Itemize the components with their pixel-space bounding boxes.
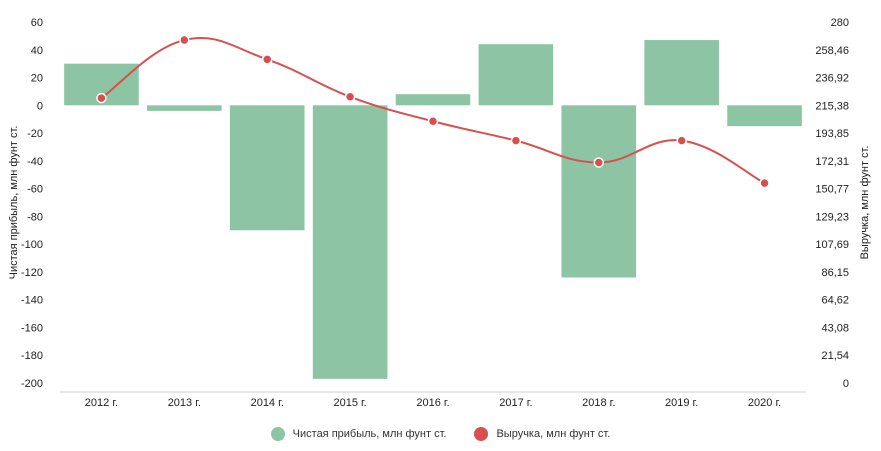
- right-tick-label: 64,62: [821, 295, 849, 307]
- left-tick-label: 20: [31, 73, 43, 85]
- revenue-point: [344, 91, 356, 103]
- right-tick-label: 193,85: [815, 128, 849, 140]
- right-tick-label: 86,15: [821, 267, 849, 279]
- x-tick-label: 2020 г.: [748, 397, 781, 409]
- left-tick-label: 60: [31, 17, 43, 29]
- legend: Чистая прибыль, млн фунт ст. Выручка, мл…: [0, 427, 881, 441]
- right-tick-label: 21,54: [821, 350, 849, 362]
- left-tick-label: -40: [27, 156, 43, 168]
- left-axis-title: Чистая прибыль, млн фунт ст.: [8, 126, 20, 280]
- profit-bar: [147, 105, 222, 111]
- revenue-point: [510, 135, 522, 146]
- left-tick-label: 0: [37, 100, 43, 112]
- left-tick-label: -120: [21, 267, 43, 279]
- revenue-point: [179, 34, 190, 46]
- revenue-point: [96, 92, 107, 104]
- right-tick-label: 172,31: [815, 156, 849, 168]
- right-axis-ticks: 280 258,46 236,92 215,38 193,85 172,31 150,77 1…: [815, 17, 849, 390]
- right-tick-label: 258,46: [815, 45, 849, 57]
- left-tick-label: -80: [27, 211, 43, 223]
- legend-swatch-profit: [270, 427, 285, 441]
- right-tick-label: 215,38: [815, 100, 849, 112]
- right-tick-label: 236,92: [815, 73, 849, 85]
- left-axis-ticks: 60 40 20 0 -20 -40 -60 -80 -100 -120 -140 -160 -180 -…: [21, 17, 43, 390]
- revenue-point: [427, 116, 439, 127]
- x-tick-label: 2018 г.: [582, 397, 615, 409]
- profit-bar: [644, 40, 719, 106]
- revenue-point: [676, 135, 687, 146]
- x-tick-label: 2013 г.: [168, 397, 201, 409]
- profit-bar: [561, 105, 637, 278]
- left-tick-label: -200: [21, 378, 43, 390]
- left-tick-label: -160: [21, 322, 43, 334]
- right-tick-label: 0: [843, 378, 849, 390]
- x-tick-label: 2016 г.: [416, 397, 449, 409]
- profit-bar: [229, 105, 305, 231]
- profit-bars: [64, 40, 802, 379]
- right-tick-label: 107,69: [815, 239, 849, 251]
- left-tick-label: 40: [31, 45, 43, 57]
- revenue-point: [261, 54, 273, 65]
- left-tick-label: -180: [21, 350, 43, 362]
- x-axis-ticks: 2012 г. 2013 г. 2014 г. 2015 г. 2016 г. 2017 …: [85, 397, 781, 409]
- revenue-points: [96, 34, 770, 189]
- right-tick-label: 43,08: [821, 322, 849, 334]
- legend-swatch-revenue: [474, 427, 489, 441]
- left-tick-label: -140: [21, 295, 43, 307]
- left-tick-label: -20: [27, 128, 43, 140]
- right-axis-title: Выручка, млн фунт ст.: [859, 146, 871, 260]
- profit-bar: [312, 105, 388, 379]
- revenue-point: [593, 157, 605, 168]
- left-tick-label: -60: [27, 184, 43, 196]
- x-tick-label: 2019 г.: [665, 397, 698, 409]
- revenue-point: [759, 177, 770, 189]
- legend-label-profit: Чистая прибыль, млн фунт ст.: [292, 428, 447, 440]
- profit-bar: [395, 94, 471, 106]
- x-tick-label: 2014 г.: [251, 397, 284, 409]
- profit-bar: [478, 44, 554, 106]
- combo-chart: 60 40 20 0 -20 -40 -60 -80 -100 -120 -140 -160 -180 -…: [8, 17, 871, 409]
- x-tick-label: 2012 г.: [85, 397, 118, 409]
- legend-item-profit[interactable]: Чистая прибыль, млн фунт ст.: [270, 427, 447, 441]
- legend-label-revenue: Выручка, млн фунт ст.: [496, 428, 611, 440]
- x-tick-label: 2015 г.: [333, 397, 366, 409]
- right-tick-label: 150,77: [815, 184, 849, 196]
- profit-bar: [727, 105, 802, 127]
- right-tick-label: 129,23: [815, 211, 849, 223]
- legend-item-revenue[interactable]: Выручка, млн фунт ст.: [474, 427, 610, 441]
- right-tick-label: 280: [831, 17, 849, 29]
- x-tick-label: 2017 г.: [499, 397, 532, 409]
- left-tick-label: -100: [21, 239, 43, 251]
